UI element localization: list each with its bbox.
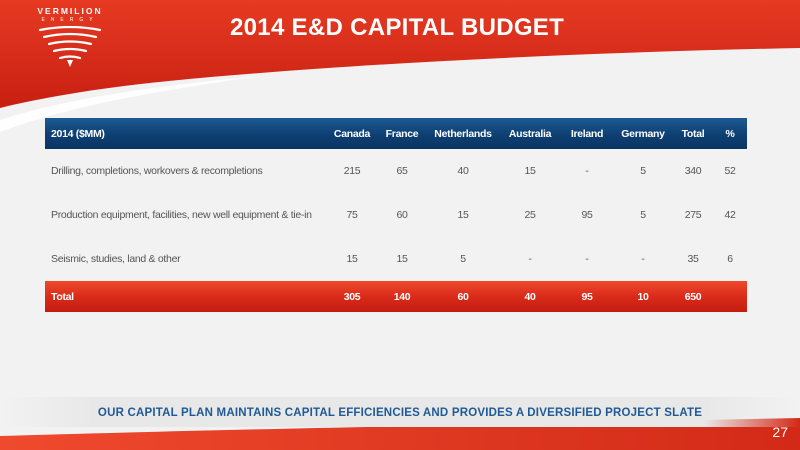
table-header-row: 2014 ($MM) Canada France Netherlands Aus…	[45, 118, 747, 149]
header-cell-netherlands: Netherlands	[434, 127, 492, 140]
row-label: Drilling, completions, workovers & recom…	[51, 165, 263, 177]
table-row: Seismic, studies, land & other 15 15 5 -…	[45, 237, 747, 281]
cell-netherlands: 40	[457, 165, 469, 177]
cell-canada: 15	[346, 253, 358, 265]
logo-wordmark: VERMILION	[37, 6, 103, 16]
logo-subtitle: ENERGY	[41, 17, 99, 23]
cell-netherlands: 15	[457, 209, 469, 221]
header-cell-australia: Australia	[508, 127, 552, 140]
table-total-row: Total 305 140 60 40 95 10 650	[45, 281, 747, 312]
slide-title: 2014 E&D CAPITAL BUDGET	[230, 14, 565, 41]
total-germany: 10	[637, 290, 649, 303]
header-cell-label: 2014 ($MM)	[51, 127, 105, 140]
cell-france: 60	[396, 209, 408, 221]
cell-ireland: 95	[581, 209, 593, 221]
header-cell-percent: %	[725, 127, 735, 140]
total-netherlands: 60	[457, 290, 469, 303]
cell-australia: 15	[524, 165, 536, 177]
header-cell-germany: Germany	[621, 127, 665, 140]
cell-netherlands: 5	[460, 253, 466, 265]
cell-percent: 6	[727, 253, 733, 265]
footer-band	[0, 397, 800, 427]
header-cell-france: France	[385, 127, 419, 140]
cell-germany: 5	[640, 165, 646, 177]
header-cell-canada: Canada	[333, 127, 371, 140]
cell-france: 15	[396, 253, 408, 265]
cell-australia: 25	[524, 209, 536, 221]
cell-total: 35	[687, 253, 699, 265]
page-number: 27	[772, 424, 788, 440]
table-row: Drilling, completions, workovers & recom…	[45, 149, 747, 193]
cell-germany: -	[641, 253, 645, 265]
cell-total: 275	[684, 209, 702, 221]
footer-message: OUR CAPITAL PLAN MAINTAINS CAPITAL EFFIC…	[97, 407, 703, 419]
table-row: Production equipment, facilities, new we…	[45, 193, 747, 237]
cell-germany: 5	[640, 209, 646, 221]
cell-total: 340	[684, 165, 702, 177]
capital-budget-table: 2014 ($MM) Canada France Netherlands Aus…	[45, 118, 747, 312]
total-percent	[713, 281, 747, 312]
header-cell-total: Total	[681, 127, 705, 140]
vermilion-wings-icon	[38, 26, 102, 67]
row-label: Seismic, studies, land & other	[51, 253, 181, 265]
header-cell-ireland: Ireland	[570, 127, 604, 140]
cell-australia: -	[528, 253, 532, 265]
total-total: 650	[684, 290, 702, 303]
cell-percent: 52	[724, 165, 736, 177]
total-australia: 40	[524, 290, 536, 303]
total-canada: 305	[343, 290, 361, 303]
total-ireland: 95	[581, 290, 593, 303]
vermilion-logo: VERMILION ENERGY	[20, 6, 120, 68]
cell-ireland: -	[585, 165, 589, 177]
cell-france: 65	[396, 165, 408, 177]
cell-canada: 75	[346, 209, 358, 221]
cell-canada: 215	[343, 165, 361, 177]
total-row-label: Total	[51, 290, 74, 303]
cell-ireland: -	[585, 253, 589, 265]
cell-percent: 42	[724, 209, 736, 221]
total-france: 140	[393, 290, 411, 303]
row-label: Production equipment, facilities, new we…	[51, 209, 312, 221]
